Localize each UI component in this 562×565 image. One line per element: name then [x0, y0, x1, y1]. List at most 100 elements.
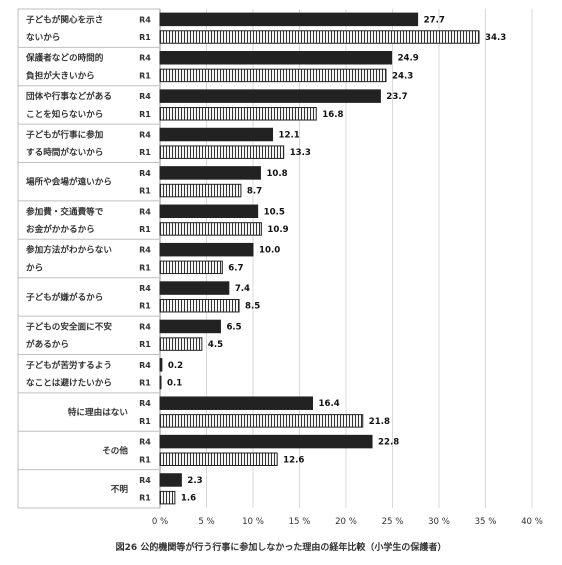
series-label: R4	[139, 207, 151, 216]
category-label: なことは避けたいから	[26, 376, 112, 388]
x-tick-label: 20 %	[335, 517, 357, 527]
bar	[159, 222, 262, 236]
series-label: R1	[139, 417, 151, 426]
series-label: R1	[139, 494, 151, 503]
category-label: 参加方法がわからない	[26, 244, 112, 256]
bar	[159, 358, 163, 372]
category-label: 特に理由はない	[68, 406, 129, 418]
series-label: R4	[139, 15, 151, 24]
category-label: 子どもが関心を示さ	[26, 13, 103, 25]
category-label: ことを知らないから	[26, 108, 103, 120]
category-label: する時間がないから	[26, 146, 103, 158]
series-label: R4	[139, 246, 151, 255]
data-label: 12.1	[279, 131, 300, 141]
bar	[159, 145, 285, 159]
bars: 27.734.324.924.323.716.812.113.310.88.71…	[159, 12, 506, 505]
series-label: R4	[139, 322, 151, 331]
category-label: 参加費・交通費等で	[26, 205, 104, 217]
data-label: 16.4	[319, 399, 340, 409]
bar	[159, 473, 182, 487]
series-label: R1	[139, 33, 151, 42]
series-label: R1	[139, 302, 151, 311]
bar	[159, 204, 259, 219]
data-label: 13.3	[290, 148, 311, 158]
bar	[159, 337, 203, 351]
data-label: 24.3	[392, 71, 413, 81]
category-label: があるから	[26, 338, 69, 350]
category-label: お金がかかるから	[26, 223, 95, 235]
bar	[159, 12, 419, 27]
x-axis-ticks: 0 % 5 % 10 % 15 % 20 % 25 % 30 % 35 % 40 %	[152, 517, 543, 527]
bar	[159, 89, 381, 103]
series-label: R4	[139, 284, 151, 293]
category-label: 子どもが行事に参加	[26, 129, 104, 141]
bar	[159, 260, 223, 275]
data-label: 34.3	[485, 33, 506, 43]
series-label: R4	[139, 54, 151, 63]
series-label: R1	[139, 225, 151, 234]
x-tick-label: 25 %	[382, 517, 404, 527]
series-label: R1	[139, 263, 151, 272]
category-label: 不明	[111, 484, 129, 495]
series-label: R1	[139, 71, 151, 80]
data-label: 4.5	[208, 340, 223, 350]
bar	[159, 452, 278, 467]
bar	[159, 490, 176, 505]
bar	[159, 166, 261, 180]
data-label: 10.0	[259, 246, 280, 256]
data-label: 27.7	[424, 15, 445, 25]
data-label: 24.9	[398, 54, 419, 64]
data-label: 7.4	[235, 284, 250, 294]
category-label: ないから	[26, 32, 60, 43]
grid-lines	[159, 9, 533, 508]
series-label: R4	[139, 92, 151, 101]
bar	[159, 281, 230, 295]
bar	[159, 298, 240, 313]
bar	[159, 396, 314, 410]
category-label: 子どもが苦労するよう	[26, 359, 112, 371]
bar	[159, 127, 274, 142]
series-label: R4	[139, 131, 151, 140]
x-tick-label: 10 %	[242, 517, 264, 527]
x-tick-label: 35 %	[475, 517, 497, 527]
category-label: 子どもが嫌がるから	[26, 291, 103, 303]
series-label: R1	[139, 187, 151, 196]
category-label: 団体や行事などがある	[26, 90, 112, 102]
data-label: 10.9	[267, 225, 288, 235]
category-label: から	[26, 262, 43, 273]
bar	[159, 319, 221, 334]
series-label: R4	[139, 438, 151, 447]
series-label: R1	[139, 148, 151, 157]
bar	[159, 434, 373, 449]
category-label: 子どもの安全面に不安	[26, 320, 112, 332]
series-label: R4	[139, 361, 151, 370]
data-label: 1.6	[181, 494, 196, 504]
data-label: 0.2	[168, 361, 183, 371]
data-label: 0.1	[167, 378, 182, 388]
x-tick-label: 30 %	[428, 517, 450, 527]
data-label: 21.8	[369, 417, 390, 427]
series-label: R1	[139, 378, 151, 387]
data-label: 8.5	[245, 302, 260, 312]
series-label: R1	[139, 455, 151, 464]
bar	[159, 68, 387, 83]
series-label: R1	[139, 340, 151, 349]
x-tick-label: 40 %	[521, 517, 543, 527]
data-label: 23.7	[386, 92, 407, 102]
series-label: R4	[139, 399, 151, 408]
bar	[159, 30, 480, 44]
category-label: 場所や会場が遠いから	[26, 176, 112, 188]
x-tick-label: 5 %	[198, 517, 214, 527]
data-label: 6.7	[228, 263, 243, 273]
category-label: 負担が大きいから	[26, 69, 95, 81]
series-label: R4	[139, 169, 151, 178]
data-label: 6.5	[226, 322, 241, 332]
data-label: 10.8	[266, 169, 287, 179]
x-tick-label: 15 %	[289, 517, 311, 527]
x-tick-label: 0 %	[152, 517, 168, 527]
bar	[159, 107, 317, 121]
data-label: 2.3	[187, 476, 202, 486]
series-label: R1	[139, 110, 151, 119]
